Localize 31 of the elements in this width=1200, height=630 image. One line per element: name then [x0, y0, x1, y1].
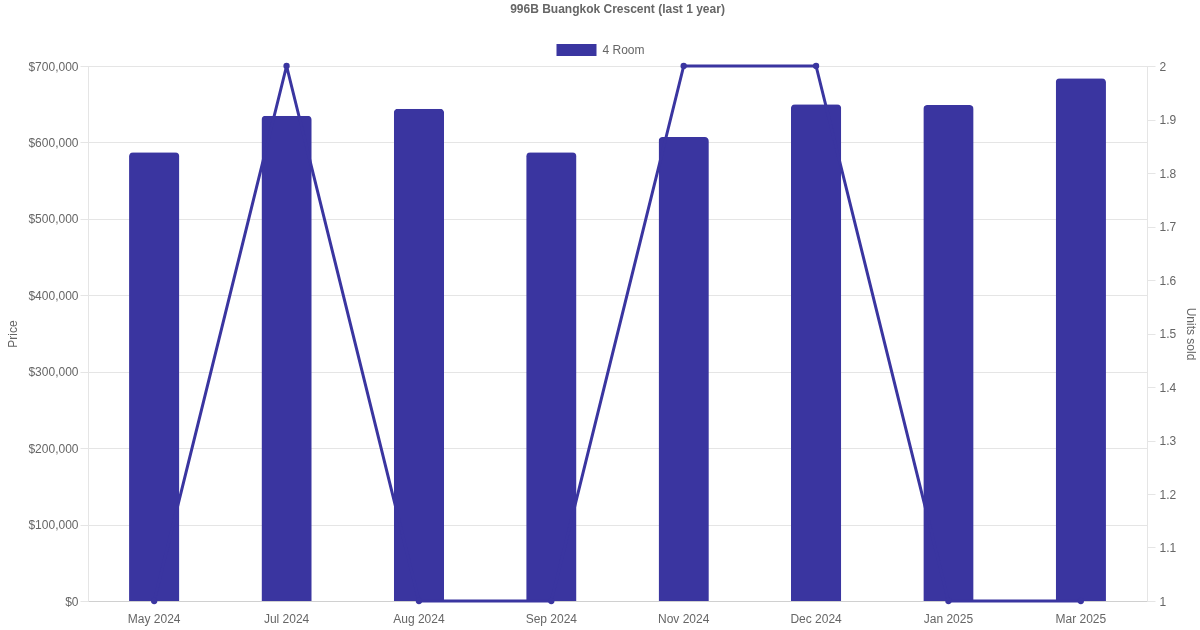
- y2-tick-label: 1.2: [1159, 487, 1177, 502]
- y2-tick-label: 1.3: [1159, 434, 1177, 448]
- y-axis-title: Price: [6, 320, 21, 348]
- x-tick-label: Jul 2024: [263, 611, 310, 626]
- y-tick-label: $400,000: [28, 288, 79, 303]
- y-tick-label: $200,000: [28, 441, 79, 456]
- legend-label: 4 Room: [602, 43, 645, 57]
- x-tick-label: Nov 2024: [658, 611, 710, 626]
- y-tick-label: $500,000: [28, 212, 79, 227]
- y-tick-label: $600,000: [28, 135, 79, 150]
- y2-tick-label: 1: [1159, 594, 1167, 609]
- y2-tick-label: 1.8: [1159, 166, 1177, 181]
- x-tick-label: Dec 2024: [790, 611, 843, 626]
- y-tick-label: $700,000: [28, 59, 79, 74]
- y2-axis-title: Units sold: [1184, 307, 1199, 361]
- x-tick-label: May 2024: [127, 611, 181, 626]
- y2-tick-label: 1.7: [1159, 220, 1177, 234]
- y2-tick-label: 1.5: [1159, 327, 1177, 341]
- y2-tick-label: 2: [1159, 59, 1167, 74]
- x-tick-label: Mar 2025: [1055, 611, 1107, 626]
- y-tick-label: $300,000: [28, 365, 79, 380]
- y2-tick-label: 1.6: [1159, 273, 1177, 288]
- y2-tick-label: 1.9: [1159, 113, 1177, 127]
- y2-tick-label: 1.4: [1159, 380, 1177, 395]
- x-tick-label: Aug 2024: [393, 611, 445, 626]
- y-tick-label: $100,000: [28, 518, 79, 533]
- x-tick-label: Sep 2024: [525, 611, 578, 626]
- y-tick-label: $0: [65, 594, 79, 609]
- x-tick-label: Jan 2025: [923, 611, 974, 626]
- y2-tick-label: 1.1: [1159, 541, 1177, 555]
- chart-title: 996B Buangkok Crescent (last 1 year): [510, 2, 725, 16]
